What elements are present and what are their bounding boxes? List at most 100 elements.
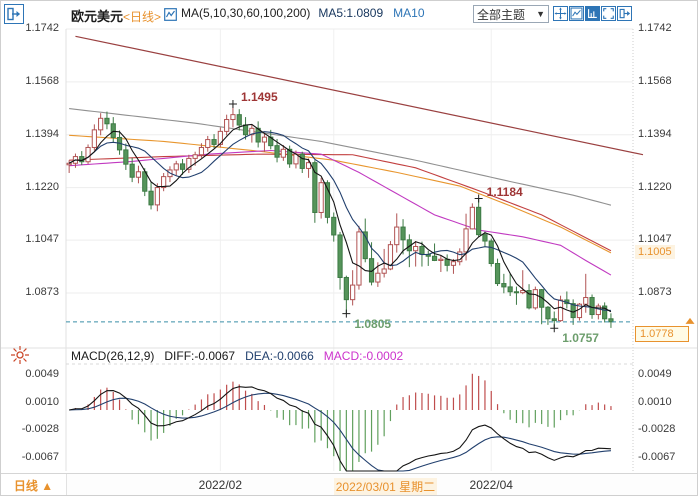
candle-body[interactable] — [557, 299, 564, 322]
candle-body[interactable] — [217, 130, 223, 145]
candle-body[interactable] — [161, 176, 167, 189]
move-tool-button[interactable] — [553, 6, 568, 21]
candle-body[interactable] — [186, 157, 192, 170]
candle-body[interactable] — [242, 124, 249, 136]
candle-body[interactable] — [375, 272, 381, 283]
ma-legend: MA(5,10,30,60,100,200) MA5:1.0809 MA10 — [181, 6, 425, 20]
candle-body[interactable] — [85, 146, 91, 163]
ma-line-ma60 — [69, 153, 612, 252]
candle-body[interactable] — [98, 117, 104, 131]
candle-body[interactable] — [400, 226, 406, 241]
candle-body[interactable] — [589, 297, 595, 316]
candle-body[interactable] — [305, 162, 312, 169]
period-button[interactable]: 日线 ▲ — [1, 474, 67, 495]
theme-dropdown[interactable]: 全部主题 ▼ — [473, 5, 549, 23]
candle-body[interactable] — [129, 163, 135, 178]
candle-body[interactable] — [513, 291, 520, 294]
candle-body[interactable] — [337, 234, 343, 278]
diff-line — [69, 386, 611, 472]
candle-body[interactable] — [394, 226, 400, 246]
candle-body[interactable] — [205, 139, 211, 148]
fullscreen-button[interactable] — [601, 6, 616, 21]
candle-body[interactable] — [431, 255, 438, 261]
candle-body[interactable] — [312, 162, 318, 213]
candle-body[interactable] — [595, 305, 601, 316]
candle-body[interactable] — [576, 303, 583, 319]
ma5-value-label: MA5:1.0809 — [318, 6, 384, 20]
candle-body[interactable] — [173, 163, 179, 171]
line-chart-box-button[interactable] — [569, 6, 584, 21]
candle-body[interactable] — [551, 318, 557, 322]
candle-body[interactable] — [494, 263, 501, 285]
candle-body[interactable] — [274, 145, 280, 158]
candle-body[interactable] — [387, 244, 394, 270]
candle-body[interactable] — [545, 306, 551, 320]
candle-body[interactable] — [438, 258, 444, 261]
candle-body[interactable] — [148, 190, 154, 206]
candle-body[interactable] — [249, 127, 255, 136]
candle-body[interactable] — [419, 245, 425, 255]
candle-body[interactable] — [110, 123, 116, 138]
candle-body[interactable] — [280, 148, 286, 158]
candle-body[interactable] — [450, 261, 457, 266]
candle-body[interactable] — [507, 286, 513, 293]
candle-body[interactable] — [413, 245, 419, 252]
candle-body[interactable] — [230, 114, 236, 121]
candle-body[interactable] — [331, 216, 337, 236]
candle-body[interactable] — [211, 139, 217, 145]
candle-body[interactable] — [142, 171, 148, 192]
candle-body[interactable] — [444, 258, 450, 266]
candle-body[interactable] — [192, 154, 198, 159]
candle-body[interactable] — [179, 163, 186, 170]
candle-body[interactable] — [104, 117, 110, 125]
candle-body[interactable] — [350, 284, 356, 301]
gridlines — [1, 28, 697, 471]
exit-panel-button[interactable] — [617, 6, 632, 21]
indicator-icon — [164, 8, 177, 21]
candle-body[interactable] — [261, 136, 268, 143]
candle-body[interactable] — [457, 251, 463, 263]
candle-body[interactable] — [532, 289, 538, 309]
candle-body[interactable] — [570, 303, 576, 319]
macd-diff-value: DIFF:-0.0067 — [164, 349, 236, 363]
annotation-cross-marker — [342, 309, 351, 318]
candle-body[interactable] — [66, 162, 72, 166]
candle-body[interactable] — [198, 146, 205, 156]
candle-body[interactable] — [123, 149, 129, 165]
candle-body[interactable] — [287, 148, 293, 165]
axis-chart-button[interactable] — [585, 6, 600, 21]
candle-body[interactable] — [608, 318, 614, 323]
macd-header: MACD(26,12,9) DIFF:-0.0067 DEA:-0.0066 MACD… — [71, 349, 413, 363]
candle-body[interactable] — [318, 182, 324, 213]
candle-body[interactable] — [224, 119, 230, 132]
ma-settings-label: MA(5,10,30,60,100,200) — [181, 6, 311, 20]
candle-body[interactable] — [476, 206, 482, 236]
period-tag[interactable]: <日线> — [123, 10, 162, 24]
candle-body[interactable] — [463, 228, 469, 253]
candle-body[interactable] — [91, 129, 97, 148]
collapse-panel-button[interactable] — [4, 4, 24, 24]
candle-body[interactable] — [362, 231, 368, 260]
candle-body[interactable] — [381, 268, 387, 274]
candle-body[interactable] — [539, 289, 545, 308]
candle-body[interactable] — [501, 283, 507, 288]
candle-body[interactable] — [602, 305, 608, 320]
candle-body[interactable] — [520, 290, 526, 294]
candle-body[interactable] — [236, 114, 242, 126]
candle-body[interactable] — [488, 240, 494, 265]
candle-body[interactable] — [356, 231, 362, 286]
candle-body[interactable] — [526, 290, 532, 309]
candle-body[interactable] — [299, 153, 305, 169]
theme-sun-button[interactable] — [9, 344, 31, 366]
candle-body[interactable] — [482, 234, 488, 242]
x-axis-date-label: 2022/04 — [469, 478, 513, 492]
candle-body[interactable] — [154, 187, 160, 206]
trendline — [75, 35, 644, 156]
candle-body[interactable] — [469, 206, 475, 230]
candle-body[interactable] — [324, 182, 331, 218]
candle-body[interactable] — [343, 276, 349, 301]
candle-body[interactable] — [583, 297, 589, 305]
annotation-cross-marker — [550, 324, 559, 333]
candle-body[interactable] — [135, 171, 142, 178]
